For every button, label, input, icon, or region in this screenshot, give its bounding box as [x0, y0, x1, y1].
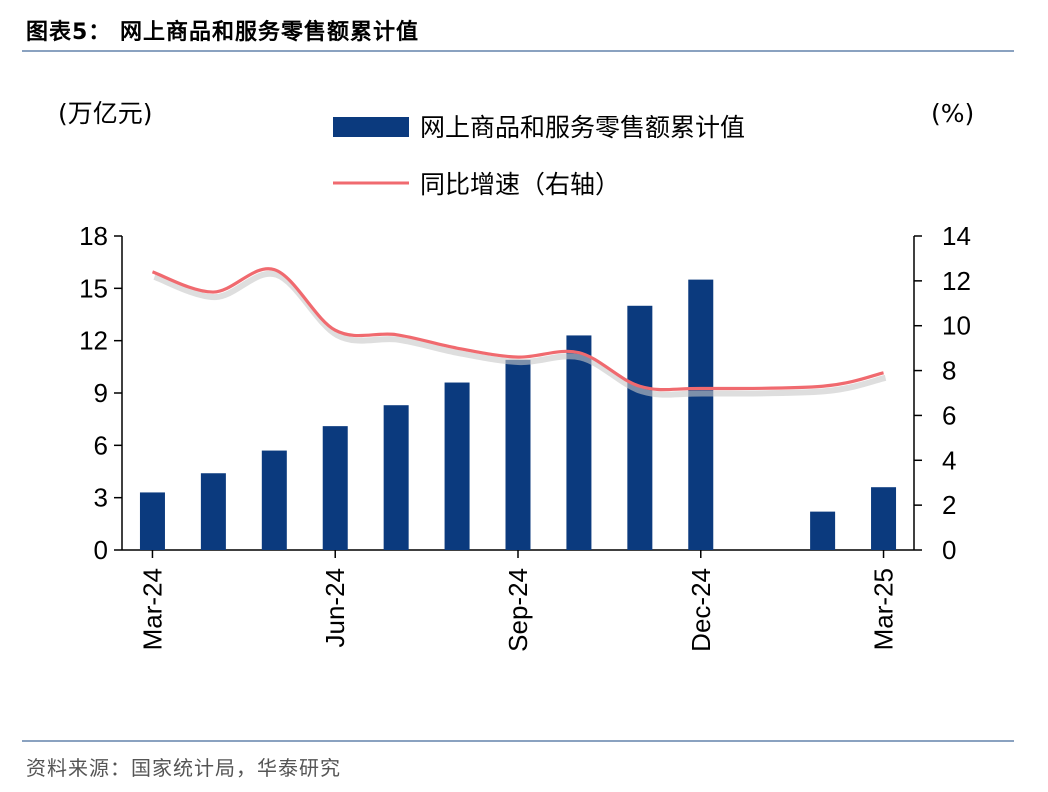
left-tick-label: 9	[94, 378, 108, 408]
legend-line-label: 同比增速（右轴）	[420, 170, 620, 199]
source-note: 资料来源：国家统计局，华泰研究	[26, 756, 341, 780]
left-tick-label: 0	[94, 535, 108, 565]
left-tick-label: 15	[79, 273, 108, 303]
right-tick-label: 2	[942, 490, 956, 520]
series-line	[151, 267, 884, 392]
bottom-divider	[22, 740, 1014, 742]
bar	[566, 335, 592, 550]
legend: 网上商品和服务零售额累计值 同比增速（右轴）	[333, 113, 745, 199]
top-divider	[22, 50, 1014, 52]
left-tick-label: 12	[79, 326, 108, 356]
right-tick-label: 4	[942, 445, 956, 475]
bar	[505, 359, 531, 550]
left-tick-label: 18	[79, 221, 108, 251]
figure-title: 图表5： 网上商品和服务零售额累计值	[26, 20, 419, 45]
bar	[810, 511, 836, 550]
bar	[139, 492, 165, 550]
x-tick-label: Dec-24	[686, 568, 716, 652]
right-axis-unit: (%)	[931, 99, 974, 128]
right-tick-label: 14	[942, 221, 971, 251]
bar	[322, 426, 348, 550]
plot-area: 0 3 6 9 12 15 18 0 2 4 6 8 10 12 14 Mar-24 Jun-24 Sep-24 D…	[79, 221, 971, 652]
right-tick-label: 0	[942, 535, 956, 565]
right-tick-label: 6	[942, 400, 956, 430]
bar	[383, 405, 409, 550]
right-tick-label: 8	[942, 356, 956, 386]
x-tick-label: Mar-25	[869, 568, 899, 650]
legend-bar-label: 网上商品和服务零售额累计值	[420, 113, 745, 142]
left-tick-label: 6	[94, 430, 108, 460]
left-tick-label: 3	[94, 483, 108, 513]
x-tick-label: Jun-24	[320, 568, 350, 648]
x-tick-label: Sep-24	[503, 568, 533, 652]
left-axis-unit: (万亿元)	[58, 99, 153, 128]
bar	[871, 487, 897, 550]
bar	[261, 450, 287, 550]
legend-bar-swatch	[333, 117, 409, 137]
right-tick-label: 12	[942, 266, 971, 296]
bar	[200, 473, 226, 550]
series-line-shadow	[153, 270, 887, 398]
bar	[627, 305, 653, 550]
bar	[444, 382, 470, 550]
x-tick-label: Mar-24	[137, 568, 167, 650]
right-tick-label: 10	[942, 311, 971, 341]
bar	[688, 279, 714, 550]
